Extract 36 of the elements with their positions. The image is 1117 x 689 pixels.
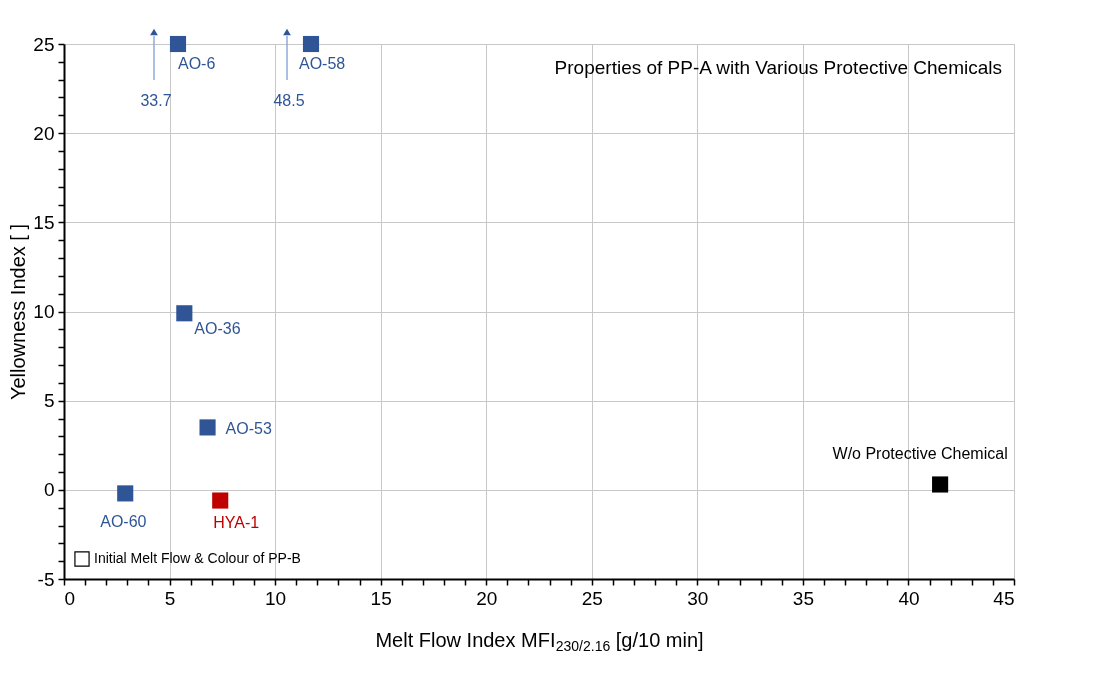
point [212, 492, 229, 509]
y-tick-label: 20 [33, 122, 55, 144]
point [117, 485, 134, 502]
point [199, 419, 216, 436]
y-tick-label: 0 [43, 479, 55, 501]
x-tick-label: 30 [687, 587, 709, 609]
data-label: W/o Protective Chemical [832, 445, 1008, 463]
x-tick-label: 10 [265, 587, 287, 609]
x-tick-label: 35 [792, 587, 814, 609]
data-label: AO-53 [225, 420, 272, 438]
data-label: AO-36 [194, 320, 241, 338]
x-tick-label: 15 [370, 587, 392, 609]
y-tick-label: 25 [33, 33, 55, 55]
x-tick-label: 0 [64, 587, 76, 609]
x-tick-label: 5 [164, 587, 176, 609]
y-tick-label: 10 [33, 301, 55, 322]
point [932, 476, 949, 493]
annotation: 33.7 [140, 92, 172, 109]
data-label: AO-58 [299, 55, 346, 72]
legend-label: Initial Melt Flow & Colour of PP-B [94, 550, 301, 566]
y-tick-label: -5 [37, 568, 55, 590]
x-tick-label: 20 [476, 587, 498, 609]
data-label: AO-6 [178, 55, 216, 72]
x-tick-label: 45 [993, 587, 1015, 609]
point [169, 35, 187, 53]
data-label: HYA-1 [213, 513, 260, 531]
y-axis-title: Yellowness Index [ ] [7, 223, 30, 401]
x-tick-label: 25 [581, 587, 603, 609]
point [302, 35, 320, 53]
annotation: 48.5 [273, 92, 305, 109]
y-tick-label: 15 [33, 211, 55, 233]
data-label: AO-60 [100, 513, 147, 531]
point [176, 305, 193, 322]
y-tick-label: 5 [43, 390, 55, 412]
x-tick-label: 40 [898, 587, 920, 609]
text: Properties of PP-A with Various Protective Chemicals [554, 57, 1002, 78]
